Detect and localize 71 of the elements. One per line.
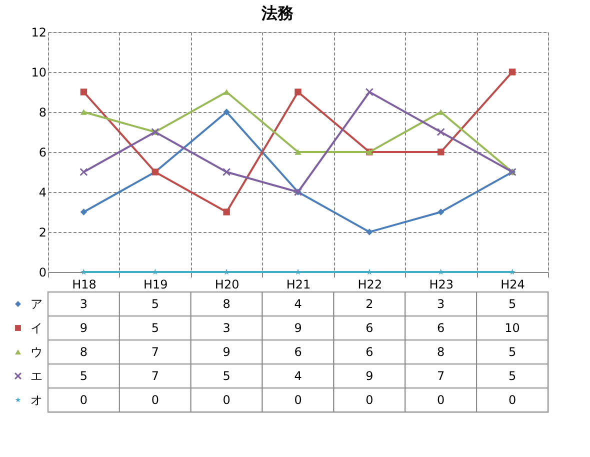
- point: [366, 228, 373, 236]
- x-tick-label: H19: [143, 278, 168, 292]
- y-tick-label: 0: [38, 266, 46, 280]
- data-label: 5: [508, 297, 516, 311]
- data-label: 6: [294, 345, 302, 359]
- data-label: 5: [151, 321, 159, 335]
- point: [80, 88, 88, 96]
- data-label: 9: [80, 321, 88, 335]
- data-label: 6: [366, 345, 374, 359]
- y-tick-label: 12: [31, 26, 46, 40]
- data-label: 5: [508, 345, 516, 359]
- x-tick-label: H20: [214, 278, 240, 292]
- data-label: 4: [294, 369, 302, 383]
- legend-label: ア: [30, 297, 42, 311]
- data-label: 9: [294, 321, 302, 335]
- data-label: 3: [222, 321, 230, 335]
- y-tick-label: 10: [31, 66, 46, 80]
- data-label: 6: [437, 321, 445, 335]
- point: [80, 208, 88, 216]
- data-label: 0: [366, 393, 374, 407]
- point: [438, 148, 444, 156]
- data-label: 0: [80, 393, 88, 407]
- x-tick-label: H23: [429, 278, 454, 292]
- data-label: 2: [366, 297, 374, 311]
- point: [438, 208, 444, 216]
- data-label: 5: [151, 297, 159, 311]
- data-label: 0: [151, 393, 159, 407]
- x-tick-label: H21: [286, 278, 311, 292]
- y-tick-label: 2: [38, 226, 46, 240]
- point: [223, 89, 230, 95]
- point: [222, 168, 231, 176]
- point: [508, 68, 516, 76]
- data-label: 0: [508, 393, 516, 407]
- legend-label: ウ: [30, 345, 42, 359]
- data-label: 9: [222, 345, 230, 359]
- legend-label: オ: [30, 393, 42, 407]
- data-label: 5: [222, 369, 230, 383]
- point: [436, 128, 445, 136]
- data-label: 5: [508, 369, 516, 383]
- y-tick-label: 6: [38, 146, 46, 160]
- data-label: 3: [80, 297, 88, 311]
- point: [80, 109, 88, 115]
- data-label: 0: [294, 393, 302, 407]
- point: [365, 88, 374, 96]
- data-label: 4: [294, 297, 302, 311]
- data-label: 7: [151, 345, 159, 359]
- data-label: 9: [366, 369, 374, 383]
- legend-label: イ: [30, 321, 42, 335]
- x-tick-label: H18: [72, 278, 96, 292]
- data-label: 5: [80, 369, 88, 383]
- point: [80, 168, 88, 176]
- data-label: 7: [151, 369, 159, 383]
- x-tick-label: H22: [358, 278, 382, 292]
- y-tick-label: 8: [38, 106, 46, 120]
- data-label: 7: [437, 369, 445, 383]
- data-label: 6: [366, 321, 374, 335]
- point: [294, 149, 302, 155]
- data-label: 8: [222, 297, 230, 311]
- data-label: 8: [437, 345, 445, 359]
- point: [223, 108, 230, 116]
- legend-label: エ: [30, 369, 42, 383]
- point: [223, 208, 230, 216]
- point: [294, 88, 302, 96]
- data-label: 0: [437, 393, 445, 407]
- data-label: 0: [222, 393, 230, 407]
- data-label: 8: [80, 345, 88, 359]
- y-tick-label: 4: [38, 186, 46, 200]
- data-label: 3: [437, 297, 445, 311]
- x-tick-label: H24: [500, 278, 525, 292]
- chart-title: 法務: [260, 4, 294, 22]
- data-label: 10: [504, 321, 520, 335]
